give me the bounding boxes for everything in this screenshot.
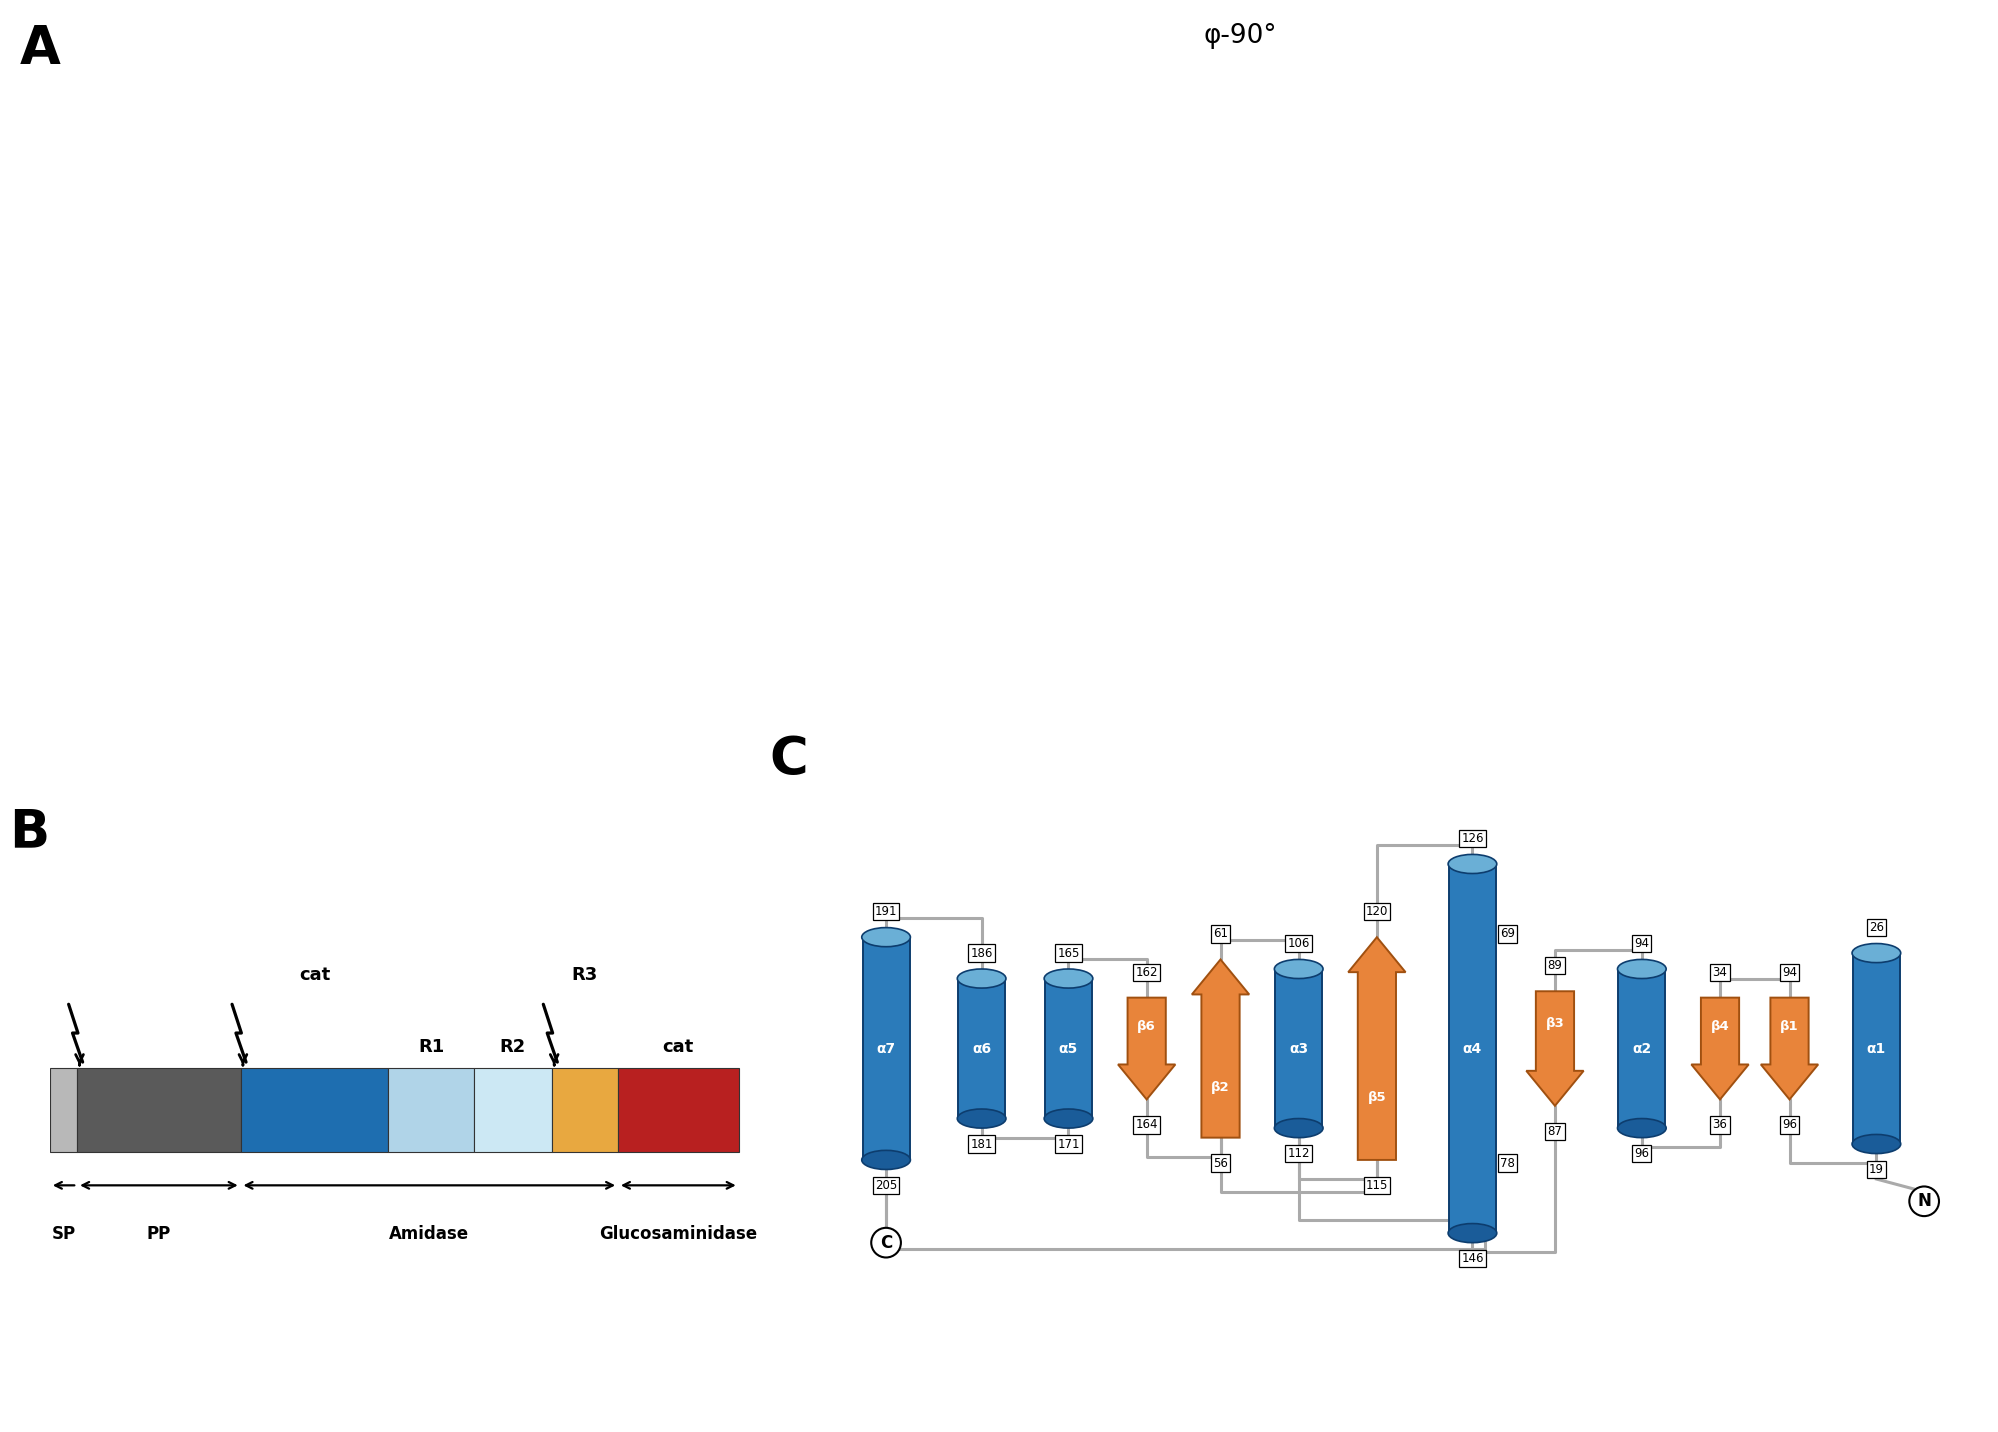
Text: 96: 96: [1634, 1147, 1648, 1160]
Text: 120: 120: [1367, 905, 1389, 918]
Text: N: N: [1918, 1193, 1932, 1210]
FancyArrow shape: [1526, 991, 1584, 1106]
Bar: [50, 1068, 78, 1151]
Text: α1: α1: [1866, 1041, 1886, 1055]
Ellipse shape: [957, 969, 1005, 988]
Text: cat: cat: [300, 967, 330, 985]
Text: cat: cat: [661, 1038, 693, 1055]
Ellipse shape: [1275, 959, 1323, 978]
Bar: [240, 1068, 388, 1151]
Text: 165: 165: [1057, 947, 1079, 959]
Text: SP: SP: [52, 1224, 76, 1243]
Bar: [959, 978, 1005, 1118]
Text: 126: 126: [1461, 832, 1485, 845]
Bar: [1618, 969, 1664, 1128]
Bar: [1045, 978, 1093, 1118]
Text: 112: 112: [1287, 1147, 1311, 1160]
Text: A: A: [20, 23, 60, 74]
Text: 94: 94: [1634, 937, 1648, 949]
Text: 89: 89: [1548, 959, 1562, 972]
Text: 146: 146: [1461, 1252, 1485, 1264]
Text: φ-90°: φ-90°: [1203, 23, 1277, 49]
Text: β5: β5: [1367, 1091, 1387, 1104]
Ellipse shape: [1449, 1223, 1497, 1243]
Text: 87: 87: [1548, 1124, 1562, 1138]
Ellipse shape: [1852, 1134, 1900, 1154]
Text: α7: α7: [877, 1041, 895, 1055]
Text: R1: R1: [418, 1038, 444, 1055]
Text: 205: 205: [875, 1179, 897, 1191]
Ellipse shape: [1449, 855, 1497, 874]
Text: α3: α3: [1289, 1041, 1309, 1055]
Bar: [863, 937, 909, 1160]
Text: α5: α5: [1059, 1041, 1079, 1055]
Text: 186: 186: [971, 947, 993, 959]
Text: 106: 106: [1287, 937, 1311, 949]
Text: 171: 171: [1057, 1137, 1079, 1150]
Text: β3: β3: [1546, 1017, 1564, 1030]
Bar: [388, 1068, 474, 1151]
Bar: [78, 1068, 240, 1151]
Bar: [617, 1068, 739, 1151]
Text: 61: 61: [1213, 928, 1229, 941]
Bar: [1275, 969, 1323, 1128]
Text: 191: 191: [875, 905, 897, 918]
FancyArrow shape: [1119, 998, 1175, 1100]
FancyArrow shape: [1692, 998, 1748, 1100]
Text: B: B: [10, 806, 50, 859]
Text: 56: 56: [1213, 1157, 1229, 1170]
Text: C: C: [769, 733, 807, 786]
Text: 164: 164: [1135, 1118, 1159, 1131]
Ellipse shape: [1045, 969, 1093, 988]
FancyArrow shape: [1760, 998, 1818, 1100]
Text: Amidase: Amidase: [390, 1224, 470, 1243]
Text: 96: 96: [1782, 1118, 1796, 1131]
Ellipse shape: [1275, 1118, 1323, 1137]
Bar: [1449, 863, 1497, 1233]
Text: β6: β6: [1137, 1020, 1157, 1032]
Text: β4: β4: [1710, 1020, 1730, 1032]
Ellipse shape: [1618, 1118, 1666, 1137]
Ellipse shape: [957, 1108, 1005, 1128]
Ellipse shape: [861, 1150, 911, 1170]
Text: 115: 115: [1367, 1179, 1389, 1191]
Text: 34: 34: [1712, 965, 1728, 978]
Text: 19: 19: [1868, 1163, 1884, 1176]
Text: 69: 69: [1500, 928, 1514, 941]
Text: 26: 26: [1868, 921, 1884, 934]
Bar: [551, 1068, 617, 1151]
Bar: [1852, 954, 1900, 1144]
Text: 94: 94: [1782, 965, 1796, 978]
Text: Glucosaminidase: Glucosaminidase: [599, 1224, 757, 1243]
Text: 78: 78: [1500, 1157, 1514, 1170]
Ellipse shape: [1045, 1108, 1093, 1128]
Text: R3: R3: [571, 967, 597, 985]
Text: PP: PP: [146, 1224, 172, 1243]
Text: α4: α4: [1463, 1041, 1483, 1055]
Text: α2: α2: [1632, 1041, 1652, 1055]
Ellipse shape: [1852, 944, 1900, 962]
Text: 36: 36: [1712, 1118, 1728, 1131]
Text: 181: 181: [971, 1137, 993, 1150]
Text: R2: R2: [500, 1038, 525, 1055]
FancyArrow shape: [1349, 937, 1405, 1160]
Text: C: C: [879, 1233, 893, 1252]
Text: β1: β1: [1780, 1020, 1798, 1032]
Bar: [474, 1068, 551, 1151]
Text: α6: α6: [973, 1041, 991, 1055]
Ellipse shape: [1618, 959, 1666, 978]
Text: β2: β2: [1211, 1081, 1231, 1094]
FancyArrow shape: [1193, 959, 1249, 1137]
Text: 162: 162: [1135, 965, 1159, 978]
Ellipse shape: [861, 928, 911, 947]
